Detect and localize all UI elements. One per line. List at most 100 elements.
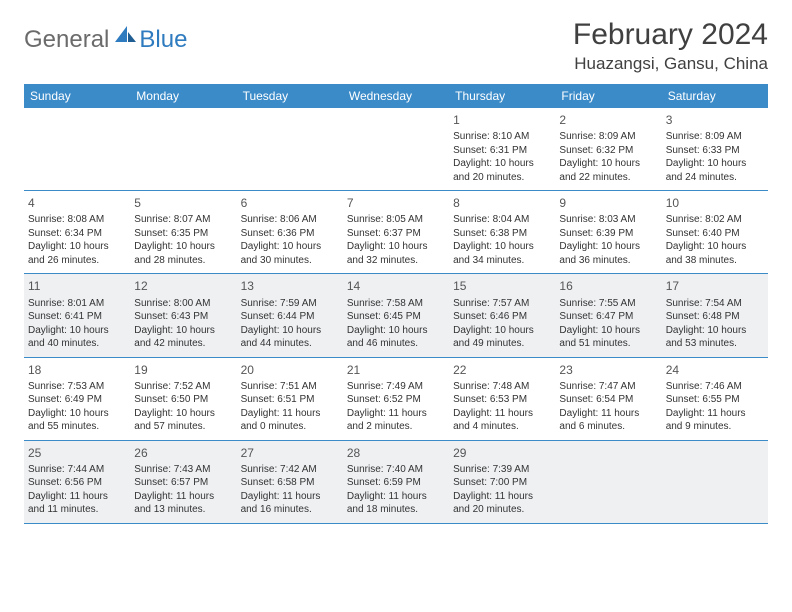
sunset-text: Sunset: 6:39 PM bbox=[559, 227, 657, 241]
week-row: 25Sunrise: 7:44 AMSunset: 6:56 PMDayligh… bbox=[24, 440, 768, 523]
day-number: 5 bbox=[134, 195, 232, 211]
sunset-text: Sunset: 6:58 PM bbox=[241, 476, 339, 490]
weekday-header-cell: Saturday bbox=[662, 84, 768, 108]
sunrise-text: Sunrise: 8:03 AM bbox=[559, 213, 657, 227]
week-row: 18Sunrise: 7:53 AMSunset: 6:49 PMDayligh… bbox=[24, 357, 768, 440]
day-number: 17 bbox=[666, 278, 764, 294]
sunset-text: Sunset: 6:47 PM bbox=[559, 310, 657, 324]
sunrise-text: Sunrise: 8:05 AM bbox=[347, 213, 445, 227]
day-cell: 24Sunrise: 7:46 AMSunset: 6:55 PMDayligh… bbox=[662, 358, 768, 440]
page-header: General Blue February 2024 Huazangsi, Ga… bbox=[24, 18, 768, 74]
sunset-text: Sunset: 6:48 PM bbox=[666, 310, 764, 324]
day-number: 10 bbox=[666, 195, 764, 211]
sunrise-text: Sunrise: 7:46 AM bbox=[666, 380, 764, 394]
sunrise-text: Sunrise: 8:06 AM bbox=[241, 213, 339, 227]
sunset-text: Sunset: 6:55 PM bbox=[666, 393, 764, 407]
day-number: 20 bbox=[241, 362, 339, 378]
day-cell: 4Sunrise: 8:08 AMSunset: 6:34 PMDaylight… bbox=[24, 191, 130, 273]
daylight-text: Daylight: 10 hours and 26 minutes. bbox=[28, 240, 126, 267]
day-cell: 29Sunrise: 7:39 AMSunset: 7:00 PMDayligh… bbox=[449, 441, 555, 523]
sunrise-text: Sunrise: 7:40 AM bbox=[347, 463, 445, 477]
day-cell: 11Sunrise: 8:01 AMSunset: 6:41 PMDayligh… bbox=[24, 274, 130, 356]
day-cell: 22 Sunrise: 7:48 AMSunset: 6:53 PMDayligh… bbox=[449, 358, 555, 440]
day-number: 24 bbox=[666, 362, 764, 378]
day-number: 28 bbox=[347, 445, 445, 461]
day-number: 22 bbox=[453, 362, 551, 378]
sunrise-text: Sunrise: 8:09 AM bbox=[559, 130, 657, 144]
sunrise-text: Sunrise: 8:01 AM bbox=[28, 297, 126, 311]
day-number: 13 bbox=[241, 278, 339, 294]
sunset-text: Sunset: 6:53 PM bbox=[453, 393, 551, 407]
daylight-text: Daylight: 11 hours and 20 minutes. bbox=[453, 490, 551, 517]
daylight-text: Daylight: 10 hours and 42 minutes. bbox=[134, 324, 232, 351]
day-cell: 9Sunrise: 8:03 AMSunset: 6:39 PMDaylight… bbox=[555, 191, 661, 273]
daylight-text: Daylight: 10 hours and 22 minutes. bbox=[559, 157, 657, 184]
location-subtitle: Huazangsi, Gansu, China bbox=[573, 54, 768, 74]
sunrise-text: Sunrise: 7:59 AM bbox=[241, 297, 339, 311]
day-cell: 10Sunrise: 8:02 AMSunset: 6:40 PMDayligh… bbox=[662, 191, 768, 273]
weekday-header-cell: Wednesday bbox=[343, 84, 449, 108]
day-cell: 6Sunrise: 8:06 AMSunset: 6:36 PMDaylight… bbox=[237, 191, 343, 273]
day-cell bbox=[343, 108, 449, 190]
daylight-text: Daylight: 10 hours and 30 minutes. bbox=[241, 240, 339, 267]
day-cell: 2Sunrise: 8:09 AMSunset: 6:32 PMDaylight… bbox=[555, 108, 661, 190]
sunrise-text: Sunrise: 7:44 AM bbox=[28, 463, 126, 477]
sunset-text: Sunset: 6:52 PM bbox=[347, 393, 445, 407]
logo-word-general: General bbox=[24, 26, 109, 54]
day-cell: 5Sunrise: 8:07 AMSunset: 6:35 PMDaylight… bbox=[130, 191, 236, 273]
sunset-text: Sunset: 6:44 PM bbox=[241, 310, 339, 324]
sunrise-text: Sunrise: 7:57 AM bbox=[453, 297, 551, 311]
sunset-text: Sunset: 6:32 PM bbox=[559, 144, 657, 158]
day-number: 18 bbox=[28, 362, 126, 378]
day-cell: 26Sunrise: 7:43 AMSunset: 6:57 PMDayligh… bbox=[130, 441, 236, 523]
day-cell: 25Sunrise: 7:44 AMSunset: 6:56 PMDayligh… bbox=[24, 441, 130, 523]
sunset-text: Sunset: 6:35 PM bbox=[134, 227, 232, 241]
sunset-text: Sunset: 6:45 PM bbox=[347, 310, 445, 324]
day-cell bbox=[662, 441, 768, 523]
day-cell: 12Sunrise: 8:00 AMSunset: 6:43 PMDayligh… bbox=[130, 274, 236, 356]
daylight-text: Daylight: 10 hours and 51 minutes. bbox=[559, 324, 657, 351]
week-row: 4Sunrise: 8:08 AMSunset: 6:34 PMDaylight… bbox=[24, 190, 768, 273]
day-number: 15 bbox=[453, 278, 551, 294]
sunset-text: Sunset: 6:43 PM bbox=[134, 310, 232, 324]
day-number: 1 bbox=[453, 112, 551, 128]
calendar-grid: 1Sunrise: 8:10 AMSunset: 6:31 PMDaylight… bbox=[24, 108, 768, 524]
day-cell: 7Sunrise: 8:05 AMSunset: 6:37 PMDaylight… bbox=[343, 191, 449, 273]
sunrise-text: Sunrise: 7:54 AM bbox=[666, 297, 764, 311]
weekday-header-cell: Thursday bbox=[449, 84, 555, 108]
weekday-header-cell: Monday bbox=[130, 84, 236, 108]
sunrise-text: Sunrise: 7:52 AM bbox=[134, 380, 232, 394]
daylight-text: Daylight: 10 hours and 40 minutes. bbox=[28, 324, 126, 351]
day-number: 14 bbox=[347, 278, 445, 294]
day-cell: 28 Sunrise: 7:40 AMSunset: 6:59 PMDayligh… bbox=[343, 441, 449, 523]
daylight-text: Daylight: 11 hours and 18 minutes. bbox=[347, 490, 445, 517]
sunrise-text: Sunrise: 8:10 AM bbox=[453, 130, 551, 144]
day-cell: 14 Sunrise: 7:58 AMSunset: 6:45 PMDayligh… bbox=[343, 274, 449, 356]
daylight-text: Daylight: 11 hours and 2 minutes. bbox=[347, 407, 445, 434]
sunrise-text: Sunrise: 7:42 AM bbox=[241, 463, 339, 477]
daylight-text: Daylight: 11 hours and 4 minutes. bbox=[453, 407, 551, 434]
day-cell: 17 Sunrise: 7:54 AMSunset: 6:48 PMDayligh… bbox=[662, 274, 768, 356]
sunset-text: Sunset: 6:59 PM bbox=[347, 476, 445, 490]
day-cell: 27Sunrise: 7:42 AMSunset: 6:58 PMDayligh… bbox=[237, 441, 343, 523]
day-number: 8 bbox=[453, 195, 551, 211]
daylight-text: Daylight: 10 hours and 44 minutes. bbox=[241, 324, 339, 351]
month-title: February 2024 bbox=[573, 18, 768, 52]
daylight-text: Daylight: 10 hours and 46 minutes. bbox=[347, 324, 445, 351]
sunset-text: Sunset: 6:41 PM bbox=[28, 310, 126, 324]
sunset-text: Sunset: 6:54 PM bbox=[559, 393, 657, 407]
sunrise-text: Sunrise: 8:00 AM bbox=[134, 297, 232, 311]
sunset-text: Sunset: 7:00 PM bbox=[453, 476, 551, 490]
day-cell: 16Sunrise: 7:55 AMSunset: 6:47 PMDayligh… bbox=[555, 274, 661, 356]
sunrise-text: Sunrise: 8:07 AM bbox=[134, 213, 232, 227]
sunrise-text: Sunrise: 7:48 AM bbox=[453, 380, 551, 394]
daylight-text: Daylight: 10 hours and 53 minutes. bbox=[666, 324, 764, 351]
day-number: 27 bbox=[241, 445, 339, 461]
day-number: 21 bbox=[347, 362, 445, 378]
weekday-header-row: SundayMondayTuesdayWednesdayThursdayFrid… bbox=[24, 84, 768, 108]
sunset-text: Sunset: 6:34 PM bbox=[28, 227, 126, 241]
sunrise-text: Sunrise: 7:55 AM bbox=[559, 297, 657, 311]
sunset-text: Sunset: 6:49 PM bbox=[28, 393, 126, 407]
sunset-text: Sunset: 6:37 PM bbox=[347, 227, 445, 241]
sunrise-text: Sunrise: 7:58 AM bbox=[347, 297, 445, 311]
